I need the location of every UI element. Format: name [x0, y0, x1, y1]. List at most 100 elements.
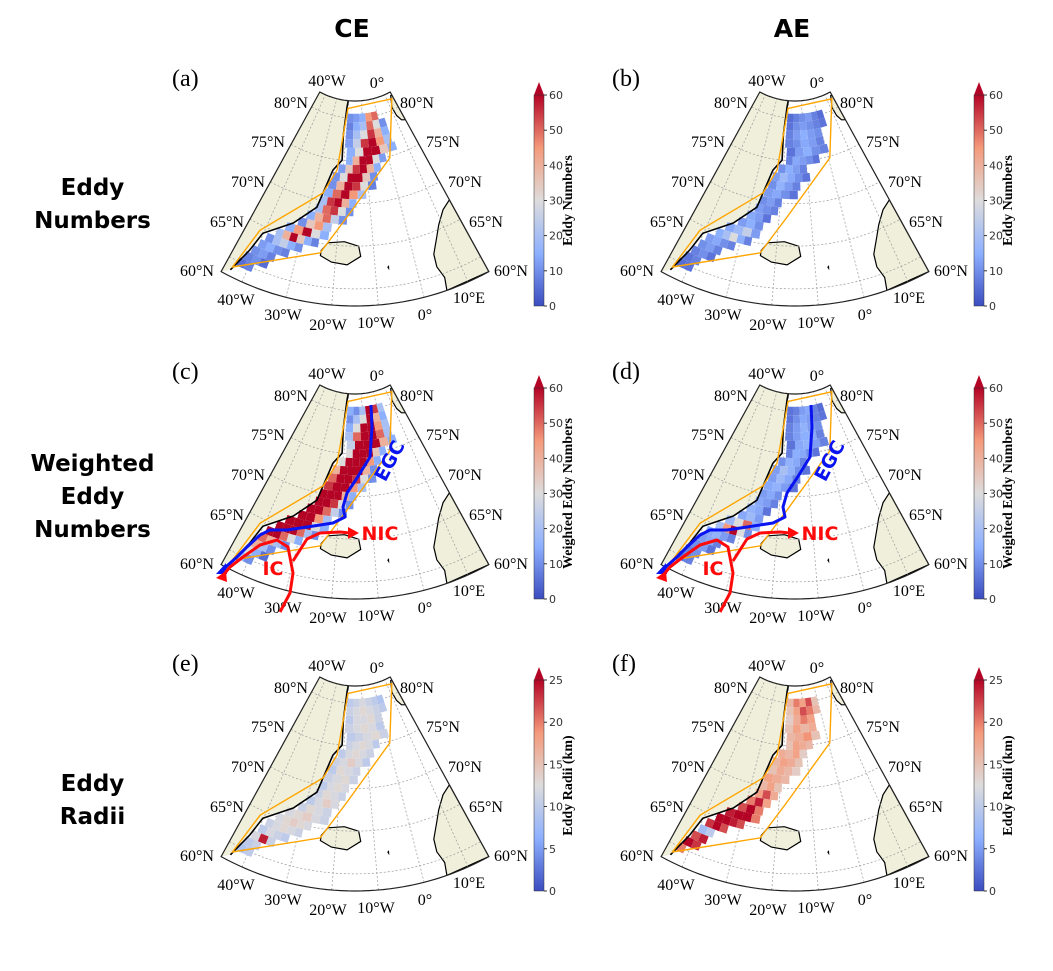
heatmap-cell [359, 698, 366, 708]
lat-tick-label-left: 70°N [231, 759, 265, 776]
heatmap-cell [319, 815, 330, 826]
heatmap-cell [745, 219, 756, 230]
colorbar-tick-label: 10 [989, 801, 1003, 814]
heatmap-cell [799, 741, 807, 750]
heatmap-cell [293, 242, 304, 253]
heatmap-cell [803, 146, 813, 157]
heatmap-cell [274, 227, 285, 239]
region-box [670, 390, 833, 561]
heatmap-cell [378, 702, 388, 713]
heatmap-cell [345, 449, 353, 458]
heatmap-cell [353, 406, 360, 416]
colorbar-tick-label: 0 [549, 593, 556, 606]
lat-tick-label-right: 75°N [866, 134, 900, 151]
heatmap-cell [789, 190, 798, 200]
lat-tick-label-left: 60°N [620, 848, 654, 865]
heatmap-cell [355, 440, 364, 450]
lat-tick-label-left: 80°N [714, 680, 748, 697]
heatmap-cell [787, 173, 795, 183]
heatmap-cell [353, 698, 360, 708]
heatmap-cell [779, 172, 788, 182]
colorbar-tick-label: 5 [549, 843, 556, 856]
heatmap-cell [785, 741, 793, 750]
heatmap-cell [314, 505, 324, 516]
heatmap-cell [359, 113, 366, 123]
heatmap-cell [281, 815, 292, 826]
heatmap-cell [367, 714, 376, 724]
row-label-line: Radii [59, 804, 126, 830]
row-label-line: Numbers [34, 517, 151, 543]
lat-tick-label-right: 70°N [888, 174, 922, 191]
heatmap-cell [704, 242, 716, 253]
greenland-land [221, 677, 349, 857]
heatmap-cell [370, 111, 379, 121]
heatmap-cell [741, 226, 753, 238]
colorbar [533, 94, 545, 307]
nic-current-line [731, 530, 791, 562]
lon-tick-label-top: 40°W [748, 658, 786, 675]
lon-tick-label-bottom: 10°W [797, 315, 835, 332]
colorbar-extend-triangle [534, 375, 544, 388]
lat-tick-label-right: 75°N [866, 719, 900, 736]
map-svg: 40°W 0° 80°N 75°N 70°N 65°N 60°N 80°N 75°N 70°N 65… [620, 658, 1016, 919]
heatmap-cell [793, 707, 801, 716]
heatmap-cell [322, 790, 331, 800]
colorbar-tick-label: 50 [989, 417, 1003, 430]
colorbar-extend-triangle [974, 667, 984, 680]
lat-tick-label-left: 60°N [180, 263, 214, 280]
lon-tick-label-bottom: 40°W [657, 292, 695, 309]
heatmap-cell [293, 827, 304, 838]
heatmap-cell [376, 402, 385, 413]
heatmap-cell [367, 180, 377, 191]
lon-tick-label-bottom: 10°W [797, 608, 835, 625]
heatmap-cell [293, 517, 304, 529]
heatmap-cell [800, 138, 809, 148]
lon-tick-label-bottom: 20°W [309, 317, 347, 334]
heatmap-cell [795, 147, 804, 157]
lat-tick-label-left: 65°N [210, 507, 244, 524]
heatmap-cell [353, 113, 360, 123]
heatmap-cell [816, 109, 825, 120]
heatmap-cell [380, 418, 390, 429]
lon-tick-label-bottom: 30°W [264, 307, 302, 324]
heatmap-cell [795, 440, 804, 450]
heatmap-cell [359, 706, 367, 716]
heatmap-cell [785, 130, 794, 140]
heatmap-cell [346, 122, 354, 131]
heatmap-cell [772, 189, 782, 199]
heatmap-cell [265, 251, 277, 263]
heatmap-cell [776, 474, 785, 484]
heatmap-cell [793, 432, 801, 441]
heatmap-cell [787, 406, 794, 416]
egc-current-line [661, 404, 814, 572]
heatmap-cell [314, 797, 324, 808]
heatmap-cell [305, 804, 316, 815]
lat-tick-label-right: 65°N [469, 507, 503, 524]
heatmap-cell [344, 474, 353, 484]
row-label-weighted-eddy-numbers: Weighted Eddy Numbers [0, 448, 185, 547]
map-frame [220, 676, 490, 892]
heatmap-cell [697, 239, 709, 250]
heatmap-cell [337, 207, 346, 217]
heatmap-cell [815, 428, 825, 439]
heatmap-cell [314, 220, 324, 231]
heatmap-cell [366, 163, 375, 174]
heatmap-cell [812, 119, 821, 130]
heatmap-cell [360, 130, 368, 140]
heatmap-cell [812, 412, 821, 423]
heatmap-cell [819, 436, 829, 447]
heatmap-cell [373, 712, 383, 723]
heatmap-cell [346, 707, 354, 716]
lon-tick-label-bottom: 20°W [749, 902, 787, 919]
heatmap-cell [819, 143, 829, 154]
lon-tick-label-bottom: 10°E [893, 290, 925, 307]
nic-label: NIC [362, 523, 399, 545]
heatmap-cell [808, 722, 817, 733]
lat-tick-label-right: 65°N [909, 214, 943, 231]
heatmap-cell [332, 774, 342, 784]
lat-tick-label-right: 65°N [469, 214, 503, 231]
heatmap-cell [815, 135, 825, 146]
heatmap-cell [345, 432, 354, 441]
heatmap-cell [705, 544, 717, 556]
colorbar-label: Eddy Radii (km) [561, 735, 576, 836]
